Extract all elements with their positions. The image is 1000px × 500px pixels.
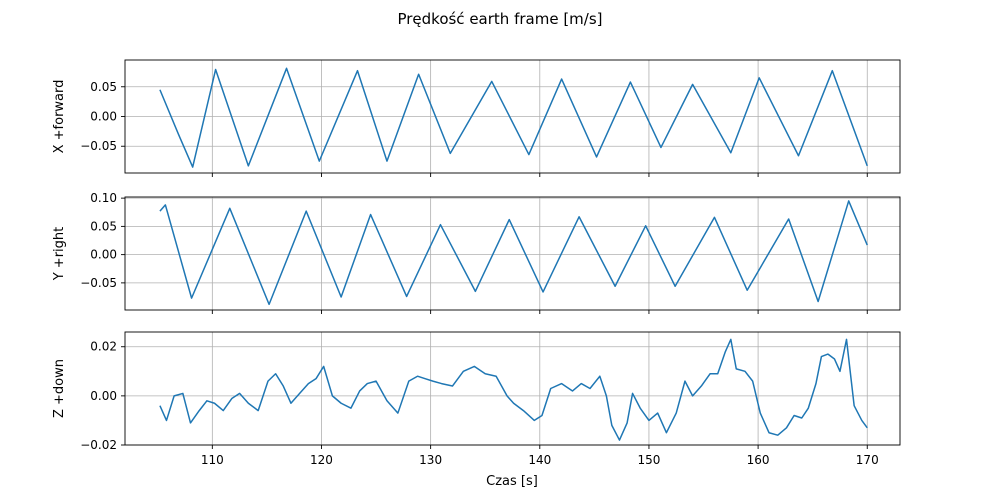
x-axis-label: Czas [s] xyxy=(486,474,538,489)
y-axis-label: X +forward xyxy=(52,80,67,154)
y-tick-label: 0.00 xyxy=(90,110,117,124)
x-tick-label: 130 xyxy=(419,453,442,467)
y-axis-label: Y +right xyxy=(52,227,67,282)
y-axis-label: Z +down xyxy=(52,359,67,418)
x-tick-label: 170 xyxy=(856,453,879,467)
chart-title: Prędkość earth frame [m/s] xyxy=(397,10,602,28)
subplot-1: −0.05 0.00 0.05 X +forward xyxy=(52,59,901,177)
y-tick-label: 0.05 xyxy=(90,219,117,233)
axes-frame xyxy=(124,196,901,311)
axes-frame xyxy=(124,331,901,446)
series-line-3-1 xyxy=(159,338,868,441)
x-tick-label: 140 xyxy=(528,453,551,467)
y-tick-label: −0.05 xyxy=(80,139,117,153)
y-tick-label: 0.02 xyxy=(90,340,117,354)
y-tick-label: 0.00 xyxy=(90,248,117,262)
subplot-2: −0.05 0.00 0.05 0.10 Y +right xyxy=(52,191,901,314)
x-tick-label: 160 xyxy=(747,453,770,467)
series-line-2-1 xyxy=(159,200,868,306)
series-line-1-1 xyxy=(159,67,868,168)
subplot-3: 110 120 130 140 150 160 170 −0.02 0.00 0.02 Z +dow… xyxy=(52,331,901,467)
subplots: −0.05 0.00 0.05 X +forward −0.05 0.00 0.05 0.10… xyxy=(52,59,901,467)
x-tick-label: 150 xyxy=(637,453,660,467)
x-tick-label: 120 xyxy=(310,453,333,467)
x-tick-label: 110 xyxy=(201,453,224,467)
y-tick-label: −0.05 xyxy=(80,276,117,290)
y-tick-label: 0.00 xyxy=(90,389,117,403)
y-tick-label: 0.05 xyxy=(90,80,117,94)
y-tick-label: −0.02 xyxy=(80,438,117,452)
y-tick-label: 0.10 xyxy=(90,191,117,205)
